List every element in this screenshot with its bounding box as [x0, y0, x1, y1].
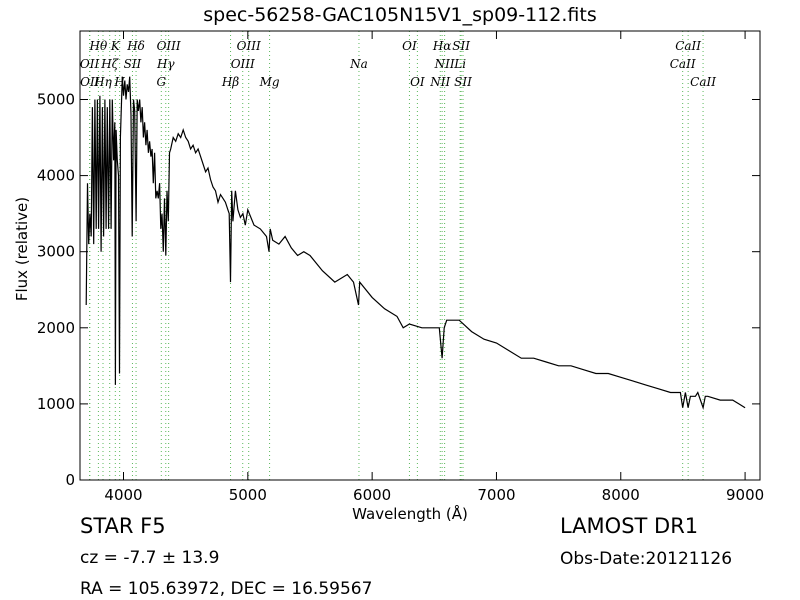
x-tick-label: 5000 — [229, 486, 267, 504]
class-label: STAR F5 — [80, 514, 166, 538]
spectral-line-label: Hθ — [89, 39, 108, 53]
x-axis-ticks: 4000 5000 6000 7000 8000 9000 — [104, 31, 764, 504]
spectral-line-label: OIII — [237, 39, 261, 53]
survey-label: LAMOST DR1 — [560, 514, 699, 538]
spectral-line-label: H — [113, 75, 125, 89]
spectral-line-label: Na — [349, 57, 368, 71]
x-tick-label: 7000 — [477, 486, 515, 504]
x-tick-label: 8000 — [602, 486, 640, 504]
y-tick-label: 5000 — [37, 90, 75, 108]
y-tick-label: 2000 — [37, 319, 75, 337]
spectral-line-label: OIII — [231, 57, 255, 71]
cz-value: cz = -7.7 ± 13.9 — [80, 548, 220, 568]
spectral-line-label: CaII — [690, 75, 716, 89]
spectral-line-label: SII — [454, 75, 472, 89]
spectral-line-label: Hζ — [100, 57, 119, 71]
coordinates: RA = 105.63972, DEC = 16.59567 — [80, 579, 373, 599]
spectral-line-label: SII — [124, 57, 142, 71]
spectral-line-label: OII — [80, 57, 100, 71]
x-tick-label: 6000 — [353, 486, 391, 504]
spectral-line-label: OIII — [157, 39, 181, 53]
y-tick-label: 4000 — [37, 167, 75, 185]
spectral-line-label: NII — [434, 57, 455, 71]
spectral-line-label: Hδ — [126, 39, 145, 53]
spectral-line-label: Mg — [259, 75, 280, 89]
spectral-lines — [89, 31, 704, 480]
y-tick-label: 0 — [65, 471, 75, 489]
x-tick-label: 4000 — [104, 486, 142, 504]
x-tick-label: 9000 — [726, 486, 764, 504]
spectral-line-labels: OII OII Hθ Hη Hζ K H SII Hδ G Hγ OIII Hβ OIII OIII Mg Na… — [80, 39, 716, 89]
y-tick-label: 3000 — [37, 243, 75, 261]
spectral-line-label: Hβ — [221, 75, 239, 89]
obs-date: Obs-Date:20121126 — [560, 549, 733, 569]
spectral-line-label: NII — [429, 75, 450, 89]
x-axis-label: Wavelength (Å) — [352, 505, 468, 523]
spectral-line-label: G — [157, 75, 167, 89]
spectral-line-label: Hα — [432, 39, 452, 53]
plot-frame — [79, 30, 761, 481]
spectral-line-label: K — [110, 39, 121, 53]
spectral-line-label: CaII — [675, 39, 701, 53]
spectral-line-label: CaII — [670, 57, 696, 71]
spectral-line-label: SII — [452, 39, 470, 53]
spectral-line-label: Hγ — [156, 57, 175, 71]
spectral-line-label: OI — [402, 39, 417, 53]
spectral-line-label: Hη — [93, 75, 112, 89]
spectral-line-label: OII — [80, 75, 100, 89]
spectral-line-label: OI — [410, 75, 425, 89]
y-tick-label: 1000 — [37, 395, 75, 413]
spectral-line-label: Li — [453, 57, 466, 71]
spectrum-line — [85, 76, 746, 411]
y-axis-label: Flux (relative) — [13, 196, 31, 302]
y-axis-ticks: 0 1000 2000 3000 4000 5000 — [37, 90, 760, 489]
chart-title: spec-56258-GAC105N15V1_sp09-112.fits — [203, 4, 597, 26]
